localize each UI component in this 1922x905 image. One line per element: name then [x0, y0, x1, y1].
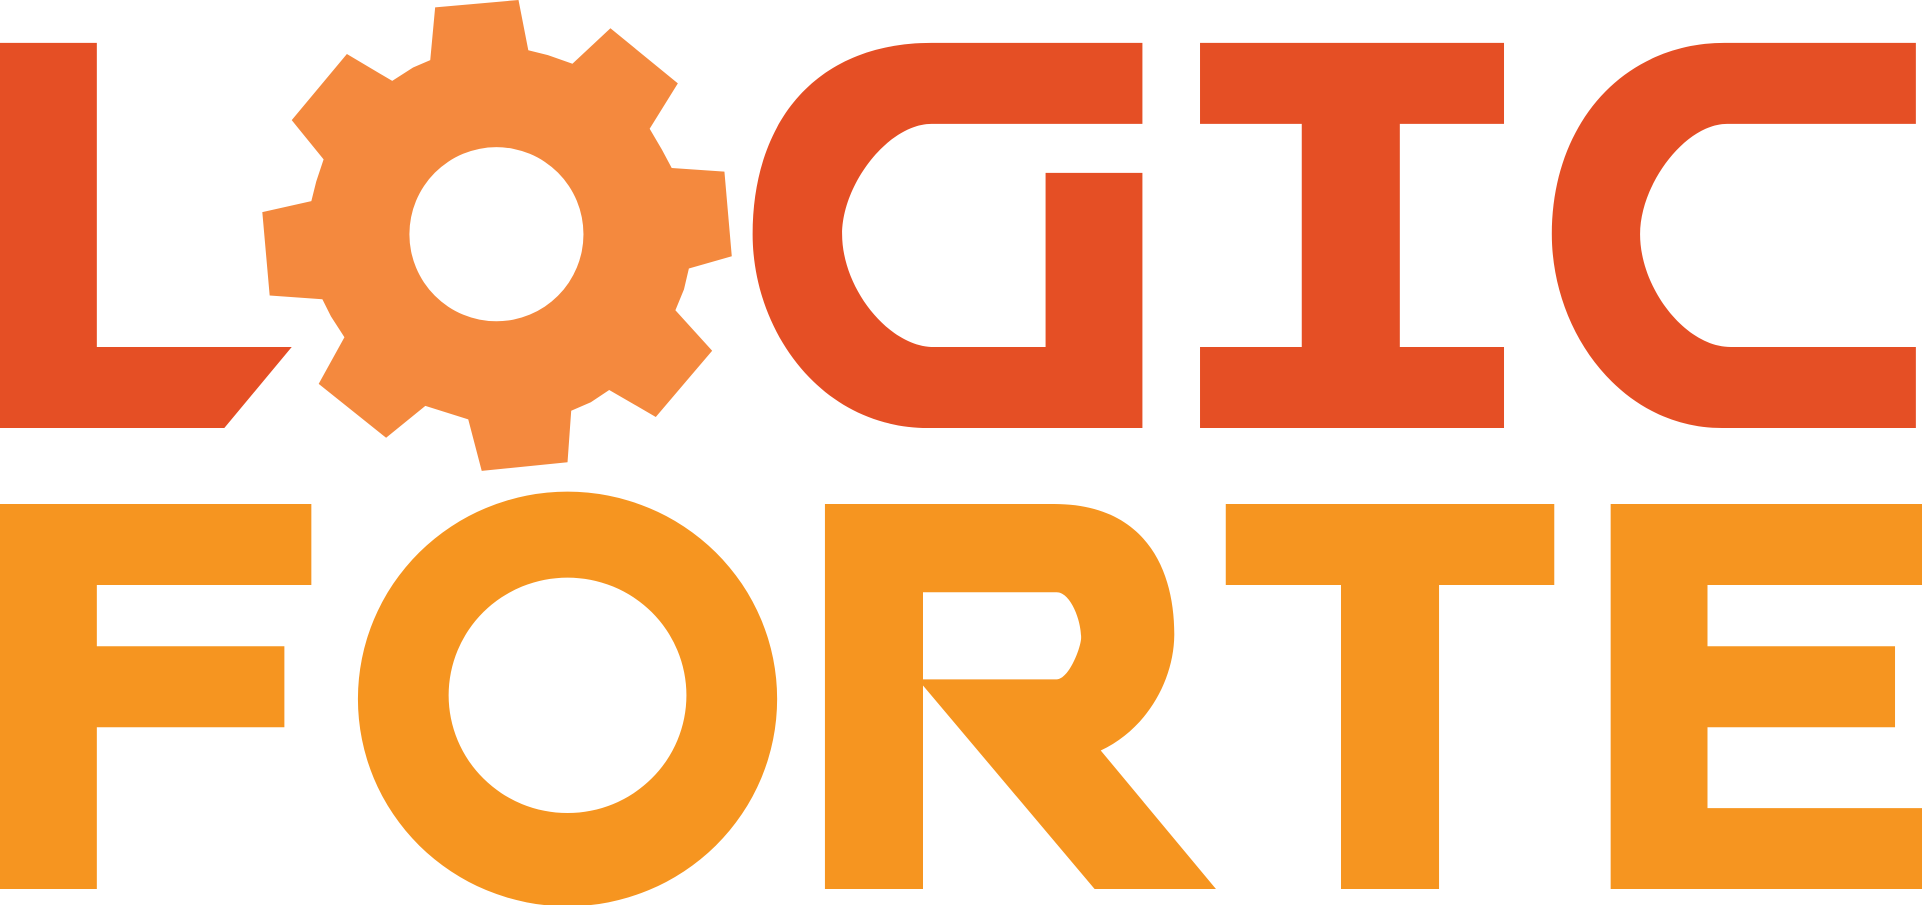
logo-word	[0, 0, 1916, 471]
letter-g	[752, 42, 1143, 428]
letter-o	[357, 491, 778, 905]
gear-o	[262, 0, 732, 471]
letter-t	[1225, 504, 1555, 890]
letter-i	[1200, 42, 1505, 428]
letter-r	[824, 504, 1216, 890]
letter-l	[0, 42, 292, 428]
letter-e	[1610, 504, 1922, 890]
letter-c	[1551, 42, 1916, 428]
letter-f	[0, 504, 312, 890]
logo-word	[0, 491, 1922, 905]
